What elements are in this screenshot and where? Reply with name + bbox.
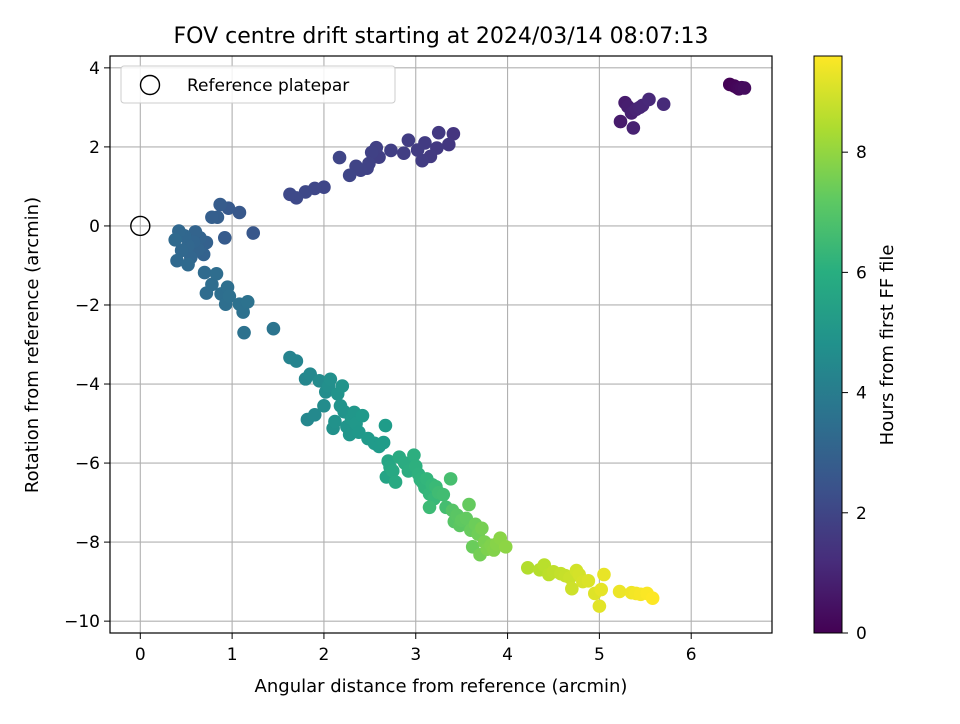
data-point [232, 205, 247, 220]
data-point [246, 226, 261, 240]
y-tick-label: 2 [89, 138, 100, 158]
data-point [181, 257, 195, 272]
data-points [168, 77, 752, 613]
x-tick-label: 2 [319, 645, 330, 665]
data-point [645, 591, 660, 606]
data-point [355, 408, 370, 423]
x-axis-ticks: 0 1 2 3 4 5 6 [135, 633, 697, 665]
data-point [328, 414, 342, 429]
x-tick-label: 5 [594, 645, 605, 665]
plot-frame [109, 55, 773, 634]
data-point [317, 398, 331, 413]
colorbar-gradient [813, 55, 843, 634]
data-point [217, 230, 232, 245]
y-axis-ticks: −10 −8 −6 −4 −2 0 2 4 [64, 59, 110, 632]
data-point [594, 582, 609, 597]
legend-label: Reference platepar [187, 76, 349, 96]
data-point [323, 372, 338, 387]
data-point [197, 265, 212, 280]
chart-title: FOV centre drift starting at 2024/03/14 … [174, 24, 709, 49]
data-point [205, 277, 219, 292]
y-tick-label: −6 [75, 454, 100, 474]
data-point [364, 145, 379, 160]
x-tick-label: 6 [686, 645, 697, 665]
reference-marker [130, 215, 151, 237]
data-point [446, 127, 461, 141]
x-tick-label: 0 [135, 645, 146, 665]
colorbar-tick-label: 0 [856, 624, 867, 644]
data-point [342, 168, 357, 183]
legend-marker-icon [139, 74, 161, 96]
colorbar-tick-label: 2 [856, 504, 867, 524]
legend: Reference platepar [120, 65, 396, 104]
legend-box [120, 65, 396, 104]
data-point [443, 472, 458, 486]
data-point [222, 289, 237, 304]
x-axis-label: Angular distance from reference (arcmin) [255, 676, 628, 697]
data-point [397, 146, 411, 161]
data-point [385, 464, 400, 478]
data-point [283, 187, 297, 202]
x-tick-label: 1 [227, 645, 238, 665]
data-point [520, 560, 535, 575]
grid-lines [110, 56, 772, 633]
y-tick-label: −2 [75, 296, 100, 316]
data-point [170, 253, 184, 268]
data-point [475, 521, 489, 536]
data-point [612, 584, 627, 599]
colorbar-ticks: 0 2 4 6 8 [842, 143, 867, 644]
colorbar-label: Hours from first FF file [877, 245, 898, 446]
data-point [581, 574, 596, 588]
y-tick-label: −8 [75, 533, 100, 553]
data-point [422, 500, 437, 515]
colorbar-tick-label: 4 [856, 384, 867, 404]
y-tick-label: −4 [75, 375, 100, 395]
colorbar-tick-label: 8 [856, 143, 867, 163]
data-point [656, 97, 671, 112]
data-point [240, 295, 255, 309]
data-point [597, 567, 611, 582]
y-tick-label: −10 [64, 612, 100, 632]
data-point [498, 540, 513, 554]
data-point [565, 581, 579, 596]
data-point [410, 143, 425, 157]
data-point [436, 487, 451, 502]
data-point [388, 475, 403, 489]
data-point [592, 599, 607, 613]
data-point [289, 354, 304, 368]
data-point [401, 133, 416, 147]
data-point [407, 448, 421, 462]
data-point [626, 121, 641, 135]
data-point [613, 114, 628, 129]
y-axis-label: Rotation from reference (arcmin) [22, 197, 43, 493]
data-point [213, 197, 227, 212]
data-point [209, 266, 224, 281]
data-point [442, 137, 456, 152]
data-point [307, 408, 322, 422]
x-tick-label: 4 [502, 645, 513, 665]
data-point [332, 150, 347, 165]
data-point [236, 305, 250, 319]
y-tick-label: 0 [89, 217, 100, 237]
data-point [378, 418, 393, 433]
data-point [376, 435, 391, 450]
data-point [737, 81, 752, 95]
data-point [431, 125, 446, 140]
reference-point-icon [130, 215, 151, 237]
colorbar-tick-label: 6 [856, 263, 867, 283]
data-point [335, 379, 350, 393]
data-point [266, 321, 281, 336]
data-point [237, 325, 251, 340]
data-point [415, 153, 429, 168]
data-point [174, 243, 189, 258]
x-tick-label: 3 [410, 645, 421, 665]
y-tick-label: 4 [89, 59, 100, 79]
colorbar: 0 2 4 6 8 Hours from first FF file [813, 55, 898, 644]
data-point [462, 497, 476, 512]
data-point [168, 232, 182, 247]
data-point [384, 143, 398, 158]
data-point [205, 210, 219, 225]
data-point [642, 92, 656, 107]
